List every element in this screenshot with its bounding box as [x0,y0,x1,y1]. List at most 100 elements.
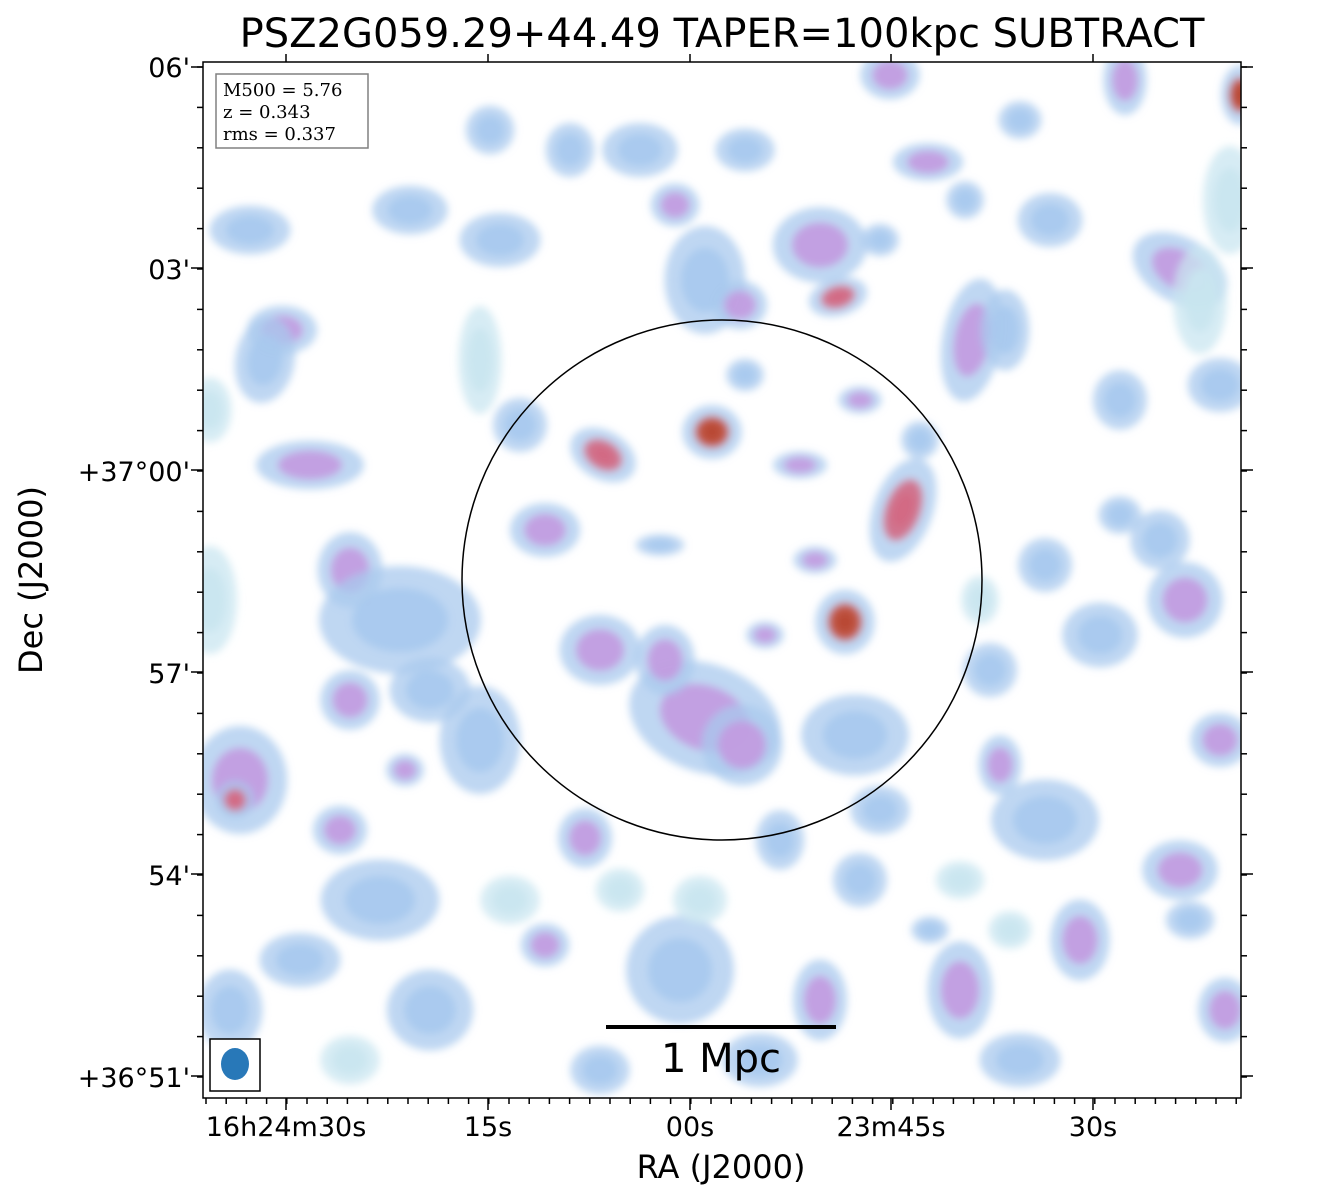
emission-blob [456,708,504,772]
y-tick-label-3: 57' [148,659,190,690]
emission-blob [1029,549,1061,581]
emission-blob [945,868,975,892]
emission-blob [844,864,876,896]
emission-blob [997,918,1023,942]
y-axis-label: Dec (J2000) [12,486,50,674]
emission-blob [1104,382,1136,418]
emission-blob [737,1044,783,1076]
x-tick-label-2: 00s [666,1112,714,1143]
x-tick-label-0: 16h24m30s [206,1112,367,1143]
emission-blob [802,552,828,568]
emission-blob [724,290,756,320]
emission-blob [530,932,560,958]
emission-blob [332,682,368,718]
emission-blob [974,654,1006,686]
x-tick-label-1: 15s [464,1112,512,1143]
emission-blob [247,334,283,386]
emission-blob [968,585,992,615]
emission-blob [918,922,942,938]
emission-blob [1013,796,1077,844]
emission-blob [733,365,757,385]
emission-blob [847,392,873,408]
emission-blob [1202,724,1238,756]
emission-blob [1162,577,1208,623]
emission-blob [569,820,601,856]
emission-blob [1107,503,1133,527]
rms-text: rms = 0.337 [223,124,336,145]
emission-blob [660,192,690,218]
emission-blob [753,627,777,643]
emission-peak [702,423,722,441]
emission-blob [203,568,226,632]
emission-blob [908,428,932,452]
plot-title: PSZ2G059.29+44.49 TAPER=100kpc SUBTRACT [240,11,1205,57]
emission-peak [228,793,242,807]
emission-blob [907,150,949,174]
emission-blob [718,721,766,769]
emission-blob [823,711,887,759]
emission-blob [332,1045,368,1075]
emission-blob [765,822,795,858]
y-tick-label-0: 06' [148,53,190,84]
emission-blob [647,639,683,681]
plot-frame [202,61,1242,1099]
emission-blob [352,588,448,652]
emission-blob [524,514,566,546]
emission-blob [996,1044,1044,1076]
emission-peak [828,290,848,304]
emission-blob [324,815,356,845]
m500-text: M500 = 5.76 [223,80,342,101]
info-box: M500 = 5.76 z = 0.343 rms = 0.337 [215,73,369,149]
emission-peak [891,492,915,528]
emission-blob [467,328,493,392]
emission-blob [210,986,250,1034]
emission-blob [393,760,417,780]
emission-blob [1062,916,1098,964]
emission-blob [387,195,433,225]
emission-blob [555,134,585,166]
emission-blob [278,450,342,480]
emission-blob [492,885,528,915]
emission-blob [203,390,223,430]
emission-blob [1030,204,1070,236]
cluster-r500-circle [461,319,983,841]
emission-blob [940,961,980,1019]
y-tick-label-5: +36°51' [78,1063,190,1094]
y-tick-label-2: +37°00' [78,457,190,488]
emission-blob [1112,62,1138,101]
emission-blob [226,215,274,245]
emission-blob [990,306,1020,354]
emission-blob [1184,268,1216,332]
emission-blob [648,938,712,1002]
emission-blob [605,877,635,903]
emission-blob [1077,615,1123,655]
emission-peak [835,611,855,633]
emission-blob [1007,108,1033,132]
emission-blob [645,538,675,552]
scale-bar-label: 1 Mpc [661,1036,781,1082]
x-tick-label-3: 23m45s [836,1112,945,1143]
emission-blob [276,944,324,976]
emission-blob [792,222,848,268]
emission-blob [727,137,763,163]
x-tick-label-4: 30s [1069,1112,1117,1143]
emission-blob [1175,908,1205,932]
emission-blob [862,795,898,825]
axis-ticks [191,54,1253,1110]
x-axis-label: RA (J2000) [637,1148,806,1186]
emission-blob [684,885,716,915]
emission-peak [1233,85,1241,105]
emission-blob [406,670,454,710]
emission-blob [784,457,816,473]
emission-blob [1200,369,1240,401]
emission-blob [1209,990,1241,1030]
emission-blob [476,224,524,256]
y-tick-label-4: 54' [148,861,190,892]
y-tick-label-1: 03' [148,255,190,286]
emission-blob [576,629,624,671]
emission-blob [804,976,836,1024]
emission-blob [344,876,416,924]
emission-map [203,62,1241,1095]
emission-blob [1214,168,1241,232]
